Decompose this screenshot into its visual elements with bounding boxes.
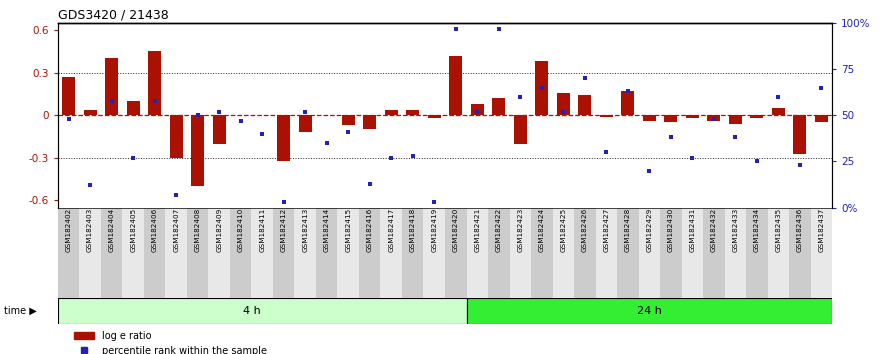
Bar	[794, 115, 806, 154]
Bar	[126, 101, 140, 115]
Bar	[359, 207, 381, 298]
Bar	[514, 115, 527, 144]
Bar	[703, 207, 724, 298]
Bar	[191, 115, 204, 186]
Bar	[660, 207, 682, 298]
Bar	[187, 207, 208, 298]
Bar	[729, 115, 742, 124]
Bar	[170, 115, 182, 158]
Bar	[466, 298, 832, 324]
Bar	[643, 115, 656, 121]
Bar	[686, 115, 699, 118]
Legend: log e ratio, percentile rank within the sample: log e ratio, percentile rank within the …	[70, 327, 271, 354]
Bar	[488, 207, 509, 298]
Bar	[466, 207, 488, 298]
Bar	[578, 95, 591, 115]
Bar	[510, 207, 531, 298]
Bar	[595, 207, 617, 298]
Bar	[449, 56, 462, 115]
Bar	[208, 207, 230, 298]
Bar	[682, 207, 703, 298]
Bar	[639, 207, 660, 298]
Bar	[84, 110, 97, 115]
Bar	[79, 207, 101, 298]
Bar	[621, 91, 635, 115]
Bar	[62, 77, 75, 115]
Bar	[342, 115, 354, 125]
Bar	[252, 207, 273, 298]
Text: 24 h: 24 h	[637, 306, 662, 316]
Bar	[424, 207, 445, 298]
Bar	[724, 207, 746, 298]
Bar	[123, 207, 144, 298]
Bar	[767, 207, 789, 298]
Bar	[299, 115, 312, 132]
Bar	[664, 115, 677, 122]
Bar	[772, 108, 785, 115]
Bar	[406, 110, 419, 115]
Bar	[295, 207, 316, 298]
Bar	[815, 115, 828, 122]
Bar	[492, 98, 506, 115]
Bar	[101, 207, 123, 298]
Bar	[617, 207, 639, 298]
Bar	[445, 207, 466, 298]
Bar	[600, 115, 612, 117]
Bar	[384, 110, 398, 115]
Bar	[230, 207, 252, 298]
Bar	[273, 207, 295, 298]
Bar	[746, 207, 767, 298]
Text: 4 h: 4 h	[243, 306, 260, 316]
Bar	[278, 115, 290, 161]
Bar	[144, 207, 166, 298]
Bar	[316, 207, 337, 298]
Bar	[811, 207, 832, 298]
Bar	[428, 115, 441, 118]
Bar	[363, 115, 376, 130]
Text: GDS3420 / 21438: GDS3420 / 21438	[58, 9, 168, 22]
Bar	[557, 92, 570, 115]
Bar	[337, 207, 359, 298]
Bar	[402, 207, 424, 298]
Bar	[708, 115, 720, 121]
Bar	[471, 104, 484, 115]
Bar	[789, 207, 811, 298]
Bar	[553, 207, 574, 298]
Bar	[535, 61, 548, 115]
Bar	[574, 207, 595, 298]
Bar	[213, 115, 226, 144]
Bar	[58, 298, 466, 324]
Bar	[531, 207, 553, 298]
Bar	[148, 51, 161, 115]
Bar	[381, 207, 402, 298]
Text: time ▶: time ▶	[4, 306, 37, 316]
Bar	[105, 58, 118, 115]
Bar	[166, 207, 187, 298]
Bar	[58, 207, 79, 298]
Bar	[750, 115, 764, 118]
